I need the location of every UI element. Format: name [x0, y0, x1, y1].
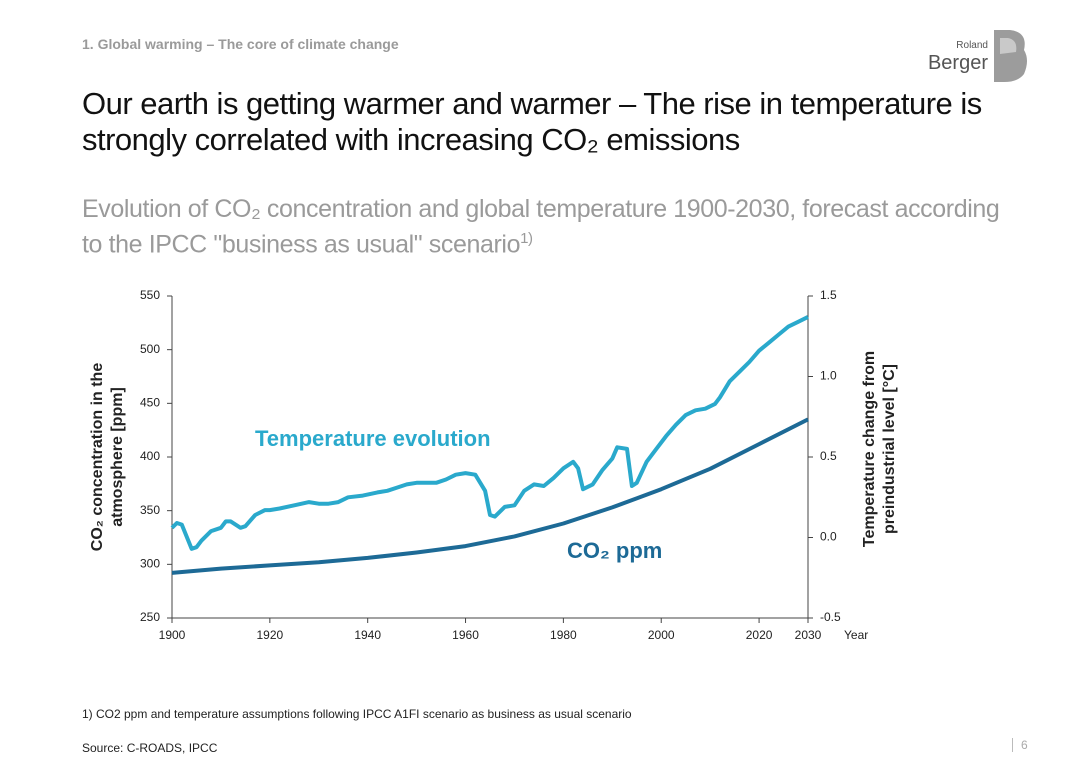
logo-line2: Berger	[927, 52, 988, 74]
y-tick-label: 550	[140, 288, 160, 302]
x-tick-label: 2020	[746, 628, 773, 642]
x-tick-label: 1960	[452, 628, 479, 642]
header: 1. Global warming – The core of climate …	[82, 36, 399, 52]
chart: 250 300 350 400 450 500 550 -0.5 0.0 0.5 1.0 1.5 190…	[89, 288, 898, 642]
y2-tick-label: 1.5	[820, 288, 837, 302]
y2-tick-label: 1.0	[820, 369, 837, 383]
x-tick-label: 2000	[648, 628, 675, 642]
page-number: 6	[1012, 738, 1028, 752]
series-line	[171, 417, 809, 575]
y-tick-label: 350	[140, 503, 160, 517]
y-tick-label: 500	[140, 342, 160, 356]
y-axis-label: CO₂ concentration in the	[89, 363, 106, 552]
y2-tick-label: -0.5	[820, 610, 841, 624]
y-tick-label: 400	[140, 449, 160, 463]
note-marker: 1)	[520, 230, 533, 247]
x-tick-label: 1900	[159, 628, 186, 642]
y-tick-label: 250	[140, 610, 160, 624]
y-axis-label: atmosphere [ppm]	[109, 387, 126, 527]
logo-line1: Roland	[956, 40, 988, 51]
subtitle-text: Evolution of CO₂ concentration and globa…	[82, 195, 1000, 259]
logo: Roland Berger	[928, 30, 1030, 82]
y2-axis-label: preindustrial level [°C]	[881, 364, 898, 534]
logo-mark	[994, 30, 1027, 82]
x-tick-label: 1980	[550, 628, 577, 642]
x-tick-label: 1940	[354, 628, 381, 642]
x-tick-label: 1920	[256, 628, 283, 642]
footnote: 1) CO2 ppm and temperature assumptions f…	[82, 707, 632, 721]
series-label: Temperature evolution	[255, 426, 491, 451]
y2-axis-label: Temperature change from	[861, 351, 878, 547]
y-tick-label: 450	[140, 396, 160, 410]
series-label: CO₂ ppm	[567, 538, 662, 563]
title: Our earth is getting warmer and warmer –…	[82, 86, 982, 157]
y-tick-label: 300	[140, 557, 160, 571]
y2-tick-label: 0.5	[820, 449, 837, 463]
x-axis-label: Year	[844, 628, 868, 642]
source: Source: C-ROADS, IPCC	[82, 741, 218, 755]
y2-tick-label: 0.0	[820, 530, 837, 544]
x-tick-label: 2030	[795, 628, 822, 642]
subtitle: Evolution of CO₂ concentration and globa…	[82, 194, 1002, 259]
series-line	[170, 315, 809, 551]
